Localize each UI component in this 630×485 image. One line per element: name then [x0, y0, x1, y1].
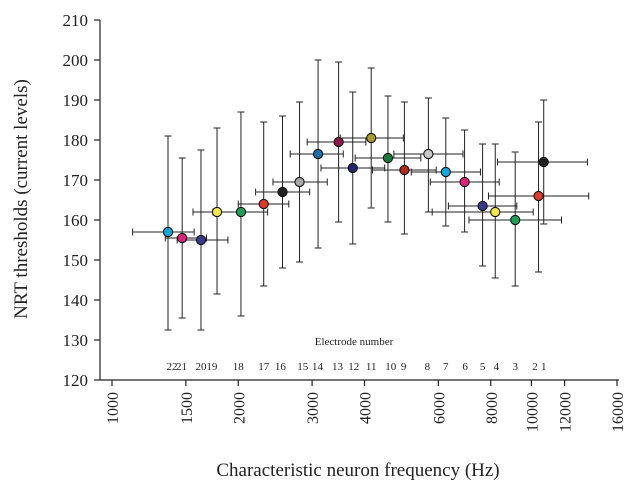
data-point-electrode-13 [333, 136, 344, 148]
data-point-electrode-15 [294, 176, 305, 188]
data-point-electrode-6 [459, 176, 470, 188]
electrode-number-label: 12 [348, 361, 359, 373]
error-bars [132, 59, 590, 331]
data-point-electrode-8 [423, 148, 434, 160]
x-tick-label: 1000 [105, 392, 122, 424]
y-tick-label: 160 [63, 211, 89, 230]
y-tick-label: 180 [63, 131, 89, 150]
y-tick-label: 190 [63, 91, 89, 110]
data-point-electrode-9 [399, 164, 410, 176]
data-point-electrode-20 [195, 234, 207, 246]
x-tick-label: 3000 [305, 392, 322, 424]
electrode-axis-title: Electrode number [315, 336, 394, 348]
y-tick-label: 210 [63, 11, 89, 30]
y-tick-label: 140 [63, 291, 89, 310]
x-tick-label: 1500 [179, 392, 196, 424]
electrode-number-label: 14 [312, 361, 324, 373]
x-tick-label: 4000 [358, 392, 375, 424]
data-point-electrode-14 [312, 148, 324, 160]
data-point-electrode-4 [490, 206, 501, 218]
electrode-number-label: 20 [195, 361, 207, 373]
data-point-electrode-5 [477, 200, 488, 212]
x-tick-label: 16000 [610, 392, 627, 432]
electrode-number-label: 19 [206, 361, 218, 373]
y-tick-label: 130 [63, 331, 89, 350]
data-point-electrode-16 [277, 186, 288, 198]
data-points [162, 132, 549, 246]
y-tick-label: 200 [63, 51, 89, 70]
electrode-number-label: 2 [532, 361, 538, 373]
electrode-number-label: 15 [297, 361, 309, 373]
data-point-electrode-19 [211, 206, 223, 218]
data-point-electrode-22 [162, 226, 174, 238]
data-point-electrode-18 [235, 206, 247, 218]
data-point-electrode-12 [347, 162, 358, 174]
x-tick-label: 10000 [524, 392, 541, 432]
data-point-electrode-2 [533, 190, 544, 202]
electrode-number-label: 3 [512, 361, 518, 373]
data-point-electrode-11 [366, 132, 377, 144]
data-point-electrode-21 [177, 232, 188, 244]
y-tick-label: 150 [63, 251, 89, 270]
electrode-number-label: 6 [462, 361, 468, 373]
data-point-electrode-10 [382, 152, 394, 164]
electrode-number-label: 10 [385, 361, 397, 373]
electrode-number-label: 22 [166, 361, 177, 373]
y-tick-label: 170 [63, 171, 89, 190]
y-axis-title: NRT thresholds (current levels) [11, 79, 32, 319]
data-point-electrode-17 [258, 198, 269, 210]
electrode-number-label: 5 [480, 361, 486, 373]
electrode-number-label: 8 [425, 361, 431, 373]
data-point-electrode-3 [510, 214, 521, 226]
data-point-electrode-7 [440, 166, 451, 178]
x-tick-label: 6000 [431, 392, 448, 424]
electrode-number-label: 4 [494, 361, 500, 373]
electrode-number-label: 11 [366, 361, 377, 373]
data-point-electrode-1 [538, 156, 549, 168]
electrode-number-label: 18 [233, 361, 245, 373]
x-axis: 1000 1500 2000 3000 4000 6000 8000 10000 12000 16… [100, 379, 627, 432]
electrode-number-label: 17 [258, 361, 270, 373]
y-axis: 120 130 140 150 160 170 180 190 200 210 [63, 11, 101, 390]
electrode-number-label: 7 [443, 361, 449, 373]
electrode-number-label: 9 [401, 361, 407, 373]
x-axis-title: Characteristic neuron frequency (Hz) [216, 460, 499, 481]
x-tick-label: 2000 [231, 392, 248, 424]
x-tick-label: 12000 [558, 392, 575, 432]
electrode-number-label: 21 [176, 361, 187, 373]
y-tick-label: 120 [63, 371, 89, 390]
electrode-number-label: 16 [275, 361, 287, 373]
electrode-number-label: 1 [541, 361, 547, 373]
electrode-number-label: 13 [332, 361, 344, 373]
x-tick-label: 8000 [484, 392, 501, 424]
